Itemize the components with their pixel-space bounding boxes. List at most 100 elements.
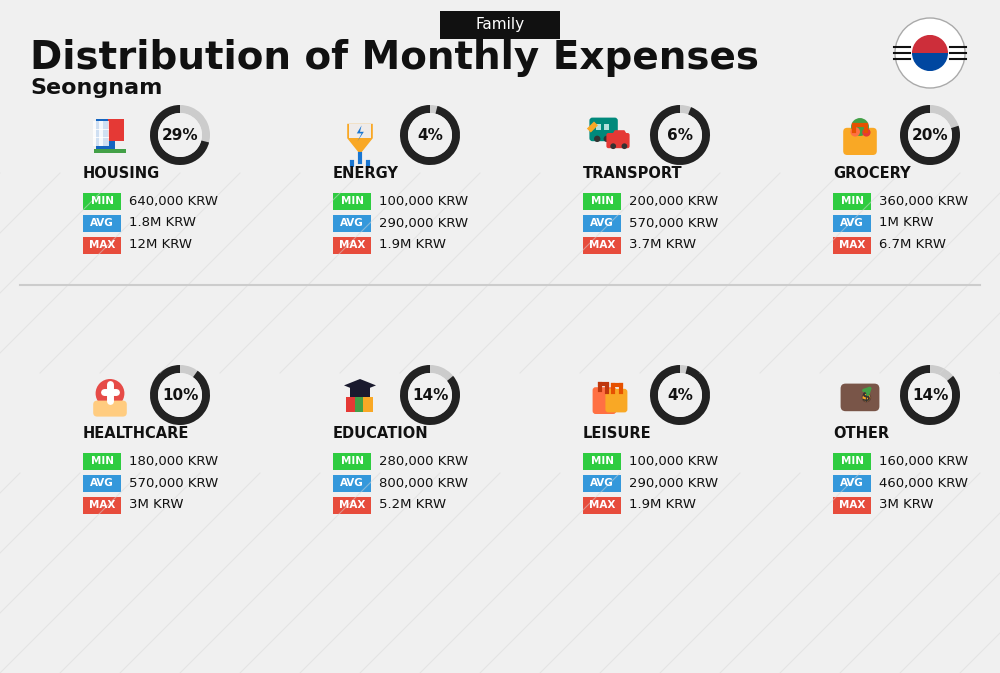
Text: 20%: 20%: [912, 127, 948, 143]
Text: MIN: MIN: [90, 196, 114, 206]
FancyBboxPatch shape: [350, 386, 370, 398]
Wedge shape: [150, 365, 210, 425]
Text: 160,000 KRW: 160,000 KRW: [879, 454, 968, 468]
Text: 29%: 29%: [162, 127, 198, 143]
Text: MAX: MAX: [89, 500, 115, 510]
Text: 640,000 KRW: 640,000 KRW: [129, 194, 218, 207]
FancyBboxPatch shape: [583, 497, 621, 513]
FancyBboxPatch shape: [83, 236, 121, 254]
Circle shape: [610, 143, 616, 149]
Text: MAX: MAX: [339, 240, 365, 250]
Text: Distribution of Monthly Expenses: Distribution of Monthly Expenses: [30, 39, 759, 77]
Circle shape: [158, 113, 202, 157]
Wedge shape: [400, 105, 460, 165]
Text: MIN: MIN: [590, 456, 614, 466]
Polygon shape: [357, 125, 364, 141]
Circle shape: [96, 379, 124, 408]
Circle shape: [863, 394, 870, 401]
Text: MIN: MIN: [840, 196, 864, 206]
FancyBboxPatch shape: [108, 119, 124, 141]
FancyBboxPatch shape: [833, 236, 871, 254]
Text: 10%: 10%: [162, 388, 198, 402]
Text: AVG: AVG: [840, 218, 864, 228]
Wedge shape: [900, 365, 960, 425]
Text: ENERGY: ENERGY: [333, 166, 399, 180]
FancyBboxPatch shape: [83, 192, 121, 209]
FancyBboxPatch shape: [833, 474, 871, 491]
Text: AVG: AVG: [590, 218, 614, 228]
Text: 4%: 4%: [417, 127, 443, 143]
Circle shape: [921, 53, 939, 71]
Text: 570,000 KRW: 570,000 KRW: [129, 476, 218, 489]
FancyBboxPatch shape: [583, 192, 621, 209]
Polygon shape: [344, 379, 376, 392]
Wedge shape: [400, 365, 460, 425]
Wedge shape: [900, 365, 960, 425]
Circle shape: [604, 136, 610, 142]
FancyBboxPatch shape: [93, 400, 127, 417]
Text: 570,000 KRW: 570,000 KRW: [629, 217, 718, 229]
FancyBboxPatch shape: [94, 149, 126, 153]
FancyBboxPatch shape: [333, 215, 371, 232]
Circle shape: [921, 35, 939, 53]
FancyBboxPatch shape: [363, 397, 373, 412]
Text: 14%: 14%: [912, 388, 948, 402]
Text: $: $: [862, 391, 871, 404]
Circle shape: [862, 129, 871, 137]
Circle shape: [851, 118, 869, 136]
Text: MAX: MAX: [839, 240, 865, 250]
Text: 200,000 KRW: 200,000 KRW: [629, 194, 718, 207]
Text: 3M KRW: 3M KRW: [879, 499, 934, 511]
Text: AVG: AVG: [90, 478, 114, 488]
Circle shape: [408, 113, 452, 157]
FancyBboxPatch shape: [333, 452, 371, 470]
Wedge shape: [150, 105, 209, 165]
Text: AVG: AVG: [340, 218, 364, 228]
FancyBboxPatch shape: [605, 389, 627, 413]
Text: AVG: AVG: [840, 478, 864, 488]
Text: 6.7M KRW: 6.7M KRW: [879, 238, 946, 252]
Text: 14%: 14%: [412, 388, 448, 402]
Text: 100,000 KRW: 100,000 KRW: [379, 194, 468, 207]
FancyBboxPatch shape: [606, 133, 630, 148]
FancyBboxPatch shape: [589, 118, 618, 141]
Text: 460,000 KRW: 460,000 KRW: [879, 476, 968, 489]
FancyBboxPatch shape: [841, 384, 879, 411]
FancyBboxPatch shape: [583, 236, 621, 254]
FancyBboxPatch shape: [583, 474, 621, 491]
Text: MIN: MIN: [590, 196, 614, 206]
FancyBboxPatch shape: [333, 474, 371, 491]
FancyBboxPatch shape: [333, 192, 371, 209]
Circle shape: [408, 373, 452, 417]
FancyBboxPatch shape: [596, 124, 601, 130]
Wedge shape: [400, 105, 460, 165]
FancyBboxPatch shape: [83, 452, 121, 470]
FancyBboxPatch shape: [583, 215, 621, 232]
Text: TRANSPORT: TRANSPORT: [583, 166, 683, 180]
Circle shape: [850, 127, 860, 137]
Wedge shape: [650, 365, 710, 425]
FancyBboxPatch shape: [604, 124, 609, 130]
Text: AVG: AVG: [90, 218, 114, 228]
Wedge shape: [650, 105, 710, 165]
FancyBboxPatch shape: [93, 129, 103, 139]
Circle shape: [908, 373, 952, 417]
Text: 280,000 KRW: 280,000 KRW: [379, 454, 468, 468]
Text: MIN: MIN: [90, 456, 114, 466]
Text: 180,000 KRW: 180,000 KRW: [129, 454, 218, 468]
Circle shape: [658, 113, 702, 157]
Text: 3M KRW: 3M KRW: [129, 499, 184, 511]
Wedge shape: [900, 105, 960, 165]
FancyBboxPatch shape: [833, 452, 871, 470]
Text: LEISURE: LEISURE: [583, 425, 652, 441]
Text: 12M KRW: 12M KRW: [129, 238, 192, 252]
Text: 100,000 KRW: 100,000 KRW: [629, 454, 718, 468]
FancyBboxPatch shape: [593, 387, 616, 414]
FancyBboxPatch shape: [833, 497, 871, 513]
Text: MAX: MAX: [89, 240, 115, 250]
Text: HOUSING: HOUSING: [83, 166, 160, 180]
FancyBboxPatch shape: [93, 121, 103, 131]
Text: MIN: MIN: [840, 456, 864, 466]
Circle shape: [158, 373, 202, 417]
Text: 1.9M KRW: 1.9M KRW: [379, 238, 446, 252]
